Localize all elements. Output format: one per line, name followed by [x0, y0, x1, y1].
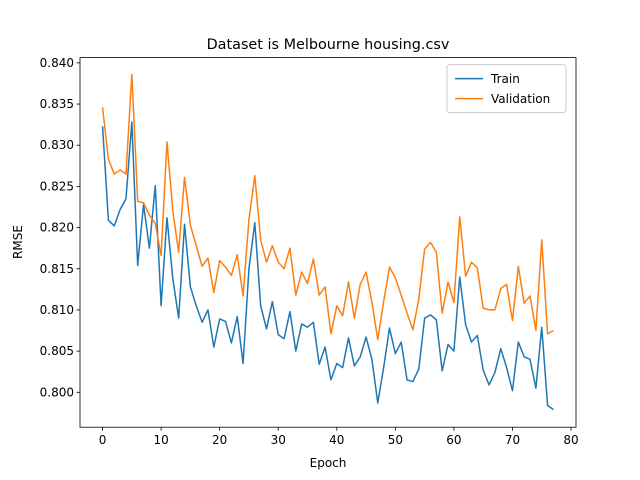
- y-tick-label: 0.830: [40, 138, 74, 152]
- x-tick-label: 80: [563, 433, 578, 447]
- x-tick-label: 10: [153, 433, 168, 447]
- y-tick-label: 0.820: [40, 221, 74, 235]
- y-tick-label: 0.825: [40, 179, 74, 193]
- y-tick-label: 0.815: [40, 262, 74, 276]
- legend-label: Validation: [491, 92, 550, 106]
- y-tick-label: 0.800: [40, 385, 74, 399]
- y-axis-label: RMSE: [11, 225, 25, 259]
- y-tick-label: 0.835: [40, 97, 74, 111]
- y-tick-label: 0.810: [40, 303, 74, 317]
- y-tick-label: 0.840: [40, 56, 74, 70]
- x-axis-label: Epoch: [310, 456, 347, 470]
- legend-box: [446, 64, 567, 114]
- series-line: [101, 73, 554, 341]
- legend: Train Validation: [446, 64, 567, 114]
- x-tick-label: 20: [212, 433, 227, 447]
- x-tick-label: 60: [446, 433, 461, 447]
- chart-title: Dataset is Melbourne housing.csv: [207, 37, 450, 53]
- x-tick-label: 30: [271, 433, 286, 447]
- plot-frame: [79, 57, 577, 428]
- x-tick-label: 50: [388, 433, 403, 447]
- x-tick-label: 40: [329, 433, 344, 447]
- y-tick-label: 0.805: [40, 344, 74, 358]
- x-tick-label: 0: [99, 433, 107, 447]
- legend-label: Train: [490, 72, 520, 86]
- x-tick-label: 70: [505, 433, 520, 447]
- series-line: [101, 121, 554, 411]
